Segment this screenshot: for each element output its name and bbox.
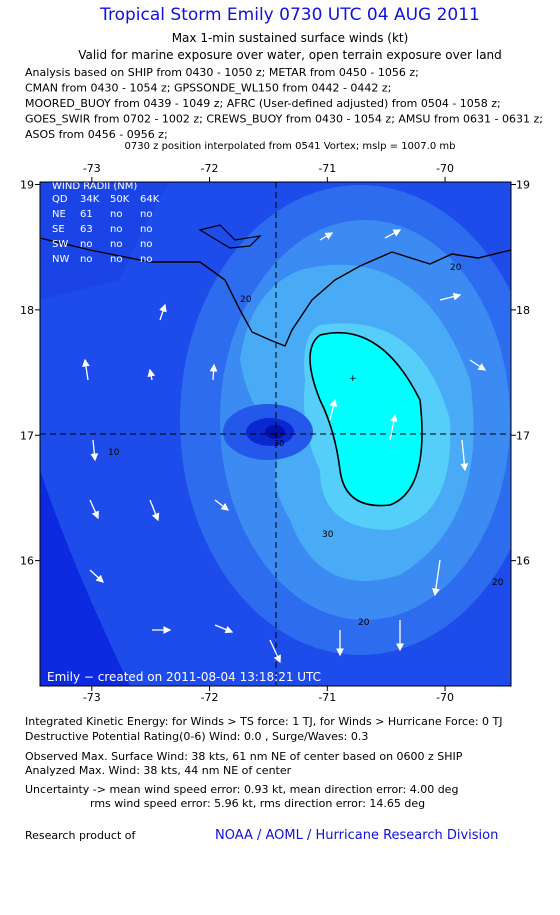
position-note: 0730 z position interpolated from 0541 V… — [125, 141, 456, 152]
wind-radii-table: WIND RADII (NM) QD 34K 50K 64K NE 61 no no SE 63 no… — [52, 181, 160, 265]
subtitle: Max 1-min sustained surface winds (kt) — [172, 31, 409, 45]
radii-cell: SE — [52, 224, 65, 235]
contour-label: 20 — [358, 618, 370, 628]
radii-cell: no — [80, 254, 92, 265]
stats-line: rms wind speed error: 5.96 kt, rms direc… — [90, 797, 425, 810]
y-tick-label: 16 — [516, 555, 530, 568]
radii-cell: 63 — [80, 224, 93, 235]
radii-cell: no — [140, 239, 152, 250]
y-tick-label: 19 — [20, 179, 34, 192]
radii-cell: NE — [52, 209, 66, 220]
radii-cell: no — [140, 224, 152, 235]
x-tick-label: -70 — [436, 162, 454, 175]
radii-cell: NW — [52, 254, 69, 265]
y-tick-label: 17 — [516, 429, 530, 442]
radii-cell: no — [140, 209, 152, 220]
analysis-line: CMAN from 0430 - 1054 z; GPSSONDE_WL150 … — [25, 82, 391, 95]
radii-header: QD — [52, 194, 68, 205]
radii-cell: no — [110, 239, 122, 250]
stats-line: Uncertainty -> mean wind speed error: 0.… — [25, 783, 458, 796]
radii-header: 50K — [110, 194, 130, 205]
credit-label: Research product of — [25, 829, 136, 842]
wind-arrows — [82, 229, 487, 664]
x-tick-label: -73 — [83, 691, 101, 704]
radii-title: WIND RADII (NM) — [52, 181, 137, 192]
x-tick-label: -72 — [201, 691, 219, 704]
y-tick-label: 16 — [20, 555, 34, 568]
analysis-line: ASOS from 0456 - 0956 z; — [25, 128, 168, 141]
credit-org: NOAA / AOML / Hurricane Research Divisio… — [215, 828, 498, 843]
stats-line: Destructive Potential Rating(0-6) Wind: … — [25, 730, 368, 743]
radii-header: 34K — [80, 194, 100, 205]
x-tick-label: -70 — [436, 691, 454, 704]
radii-cell: no — [110, 224, 122, 235]
radii-cell: no — [110, 254, 122, 265]
contour-label: 10 — [108, 448, 120, 458]
radii-cell: SW — [52, 239, 68, 250]
y-tick-label: 18 — [516, 304, 530, 317]
stats-line: Observed Max. Surface Wind: 38 kts, 61 n… — [25, 750, 463, 763]
contour-label: 30 — [274, 439, 284, 448]
y-tick-label: 19 — [516, 179, 530, 192]
analysis-line: Analysis based on SHIP from 0430 - 1050 … — [25, 66, 419, 79]
analysis-line: GOES_SWIR from 0702 - 1002 z; CREWS_BUOY… — [25, 113, 543, 126]
y-tick-label: 18 — [20, 304, 34, 317]
title: Tropical Storm Emily 0730 UTC 04 AUG 201… — [99, 5, 480, 25]
radii-header: 64K — [140, 194, 160, 205]
map-footer: Emily − created on 2011-08-04 13:18:21 U… — [47, 670, 321, 684]
stats-line: Integrated Kinetic Energy: for Winds > T… — [25, 715, 503, 728]
subtitle: Valid for marine exposure over water, op… — [78, 48, 502, 62]
contour-label: 20 — [240, 295, 252, 305]
contour-label: 30 — [322, 530, 334, 540]
radii-cell: no — [140, 254, 152, 265]
center-mark: + — [349, 374, 357, 384]
x-tick-label: -71 — [318, 691, 336, 704]
contour-label: 20 — [450, 263, 462, 273]
radii-cell: no — [110, 209, 122, 220]
stats-line: Analyzed Max. Wind: 38 kts, 44 nm NE of … — [25, 764, 292, 777]
x-tick-label: -73 — [83, 162, 101, 175]
x-tick-label: -72 — [201, 162, 219, 175]
contour-label: 20 — [492, 578, 504, 588]
analysis-line: MOORED_BUOY from 0439 - 1049 z; AFRC (Us… — [25, 97, 501, 110]
radii-cell: no — [80, 239, 92, 250]
radii-cell: 61 — [80, 209, 93, 220]
y-tick-label: 17 — [20, 429, 34, 442]
x-tick-label: -71 — [318, 162, 336, 175]
map-frame — [39, 181, 512, 687]
wind-field: + 20 20 20 20 30 30 10 WIND RADII (NM) QD… — [40, 181, 511, 686]
